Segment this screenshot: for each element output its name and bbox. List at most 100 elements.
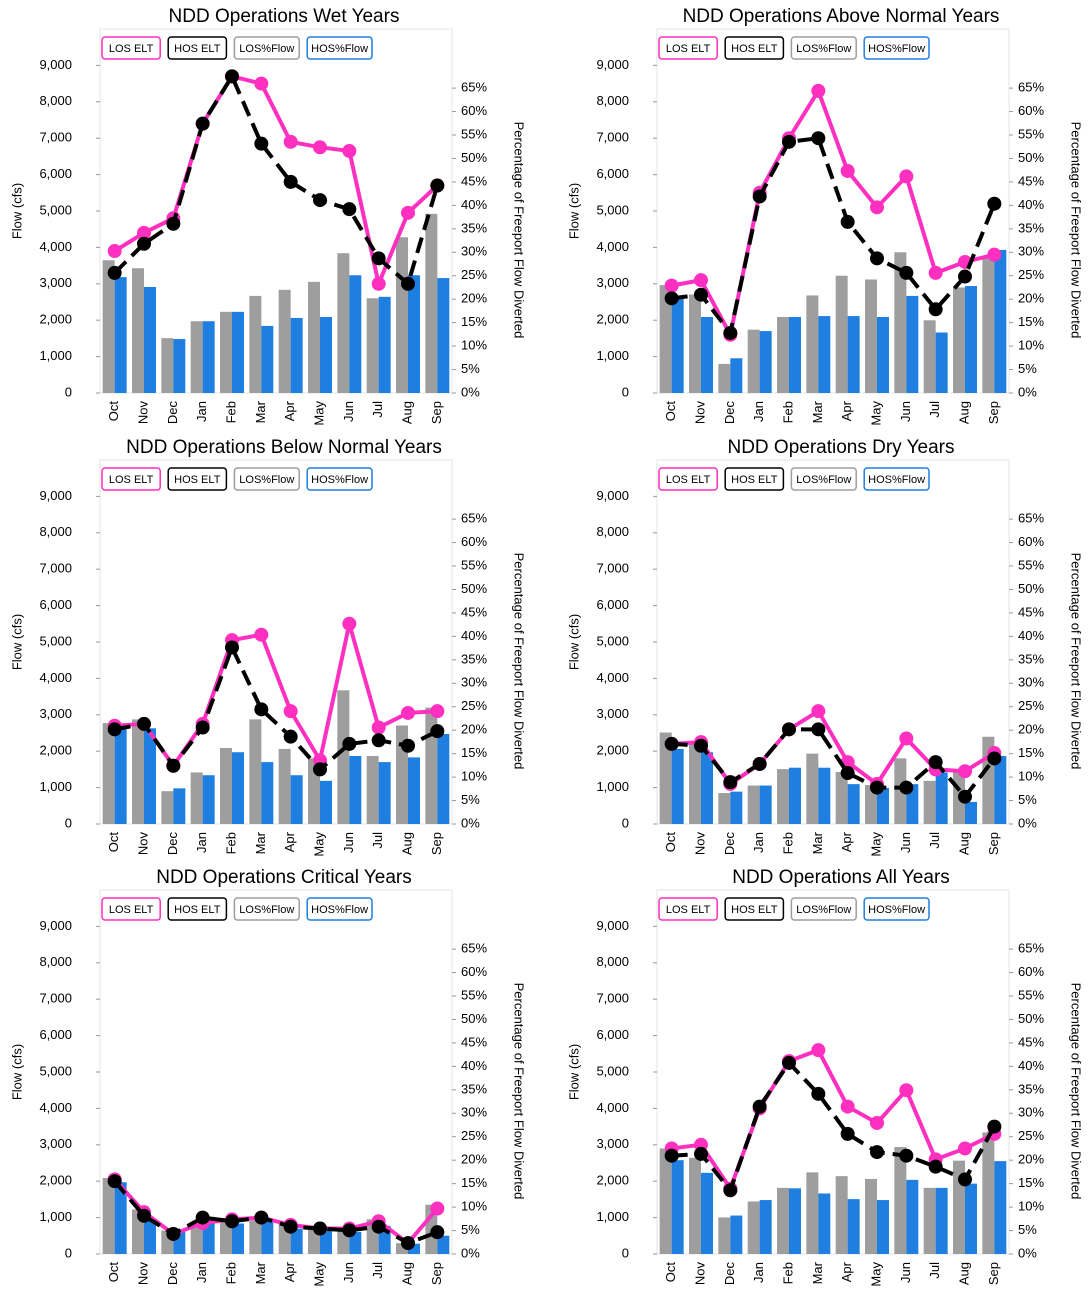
legend-box xyxy=(724,897,785,921)
x-tick-label: Jun xyxy=(341,401,356,422)
y-tick-label: 3,000 xyxy=(39,1136,72,1151)
point xyxy=(723,775,738,790)
y-tick-label: 1,000 xyxy=(596,1209,629,1224)
legend-item: HOS ELT xyxy=(167,36,228,60)
bar xyxy=(730,1215,743,1254)
legend-item: LOS ELT xyxy=(658,467,718,491)
bar xyxy=(220,311,232,393)
x-tick-label: Jan xyxy=(194,401,209,422)
point xyxy=(811,131,826,146)
y2-tick-label: 65% xyxy=(1018,941,1044,956)
legend-item: HOS ELT xyxy=(724,897,785,921)
y-tick-label: 8,000 xyxy=(39,524,72,539)
x-tick-label: Apr xyxy=(282,831,297,852)
bar xyxy=(378,762,391,824)
y-tick-label: 0 xyxy=(65,1245,72,1260)
panel: NDD Operations Dry Years Flow (cfs) Percen… xyxy=(566,437,1083,857)
bar xyxy=(161,338,174,393)
bar xyxy=(689,744,701,824)
x-tick-label: Oct xyxy=(663,401,678,422)
y-tick-label: 4,000 xyxy=(596,1100,629,1115)
point xyxy=(225,1214,239,1229)
bar xyxy=(396,1243,408,1254)
bar xyxy=(114,725,127,824)
y-tick-label: 2,000 xyxy=(596,743,629,758)
panel: NDD Operations Wet Years Flow (cfs) Percen… xyxy=(9,6,526,426)
y2-tick-label: 50% xyxy=(1018,150,1044,165)
point xyxy=(811,1043,826,1058)
point xyxy=(225,69,239,84)
y-tick-label: 0 xyxy=(622,1245,629,1260)
y2-tick-label: 60% xyxy=(461,964,487,979)
x-tick-label: Feb xyxy=(223,401,238,423)
legend-box xyxy=(167,36,228,60)
point xyxy=(401,276,415,291)
legend-label: HOS%Flow xyxy=(311,474,368,486)
bar xyxy=(906,784,919,824)
point xyxy=(782,134,796,149)
point xyxy=(928,265,943,280)
y-tick-label: 9,000 xyxy=(596,488,629,503)
x-tick-label: Jul xyxy=(927,1262,942,1279)
bar xyxy=(982,1132,995,1254)
bar xyxy=(701,317,713,393)
y-tick-label: 8,000 xyxy=(39,954,72,969)
legend-item: HOS ELT xyxy=(167,467,228,491)
legend-box xyxy=(306,36,373,60)
y-tick-label: 7,000 xyxy=(39,130,72,145)
y2-tick-label: 20% xyxy=(1018,722,1044,737)
legend-label: LOS ELT xyxy=(109,904,154,916)
y-tick-label: 6,000 xyxy=(596,1027,629,1042)
x-tick-label: Oct xyxy=(106,832,121,853)
y-tick-label: 7,000 xyxy=(39,561,72,576)
bar xyxy=(923,1187,936,1254)
bar xyxy=(396,237,408,393)
point xyxy=(840,214,855,229)
y2-tick-label: 60% xyxy=(1018,534,1044,549)
x-tick-label: Dec xyxy=(722,832,737,856)
y-tick-label: 4,000 xyxy=(39,239,72,254)
legend-label: LOS ELT xyxy=(666,904,711,916)
y-tick-label: 9,000 xyxy=(39,57,72,72)
y2-tick-label: 40% xyxy=(1018,1058,1044,1073)
y2-tick-label: 35% xyxy=(461,1081,487,1096)
point xyxy=(371,720,386,735)
legend-item: HOS%Flow xyxy=(306,897,373,921)
bar xyxy=(366,298,379,393)
bar xyxy=(806,1172,819,1254)
y-axis-label: Flow (cfs) xyxy=(566,614,581,670)
bar xyxy=(789,1188,801,1254)
bar xyxy=(261,1221,274,1254)
point xyxy=(958,789,972,804)
point xyxy=(107,265,122,280)
point xyxy=(107,244,122,259)
legend-box xyxy=(790,897,857,921)
y2-tick-label: 15% xyxy=(1018,1175,1044,1190)
bar xyxy=(437,733,450,824)
bar xyxy=(378,296,391,393)
point xyxy=(664,291,679,306)
point xyxy=(371,733,386,748)
point xyxy=(958,764,972,779)
legend-label: HOS ELT xyxy=(174,904,221,916)
point xyxy=(928,302,943,317)
y2-tick-label: 25% xyxy=(461,1128,487,1143)
x-tick-label: Apr xyxy=(839,400,854,421)
legend-label: LOS%Flow xyxy=(796,904,851,916)
bar xyxy=(935,1187,948,1254)
bar xyxy=(659,732,672,824)
bar xyxy=(144,1218,156,1254)
y2-tick-label: 0% xyxy=(461,1245,480,1260)
legend-item: LOS ELT xyxy=(101,36,161,60)
y2-tick-label: 25% xyxy=(1018,267,1044,282)
bar xyxy=(759,1200,772,1254)
y-tick-label: 4,000 xyxy=(39,670,72,685)
x-tick-label: Mar xyxy=(810,831,825,854)
y2-tick-label: 5% xyxy=(461,361,480,376)
y2-axis-label: Percentage of Freeport Flow Diverted xyxy=(1069,122,1084,339)
legend-item: HOS ELT xyxy=(724,36,785,60)
bar xyxy=(701,1172,713,1254)
x-tick-label: Sep xyxy=(986,832,1001,855)
bar xyxy=(777,1187,789,1254)
y-tick-label: 1,000 xyxy=(39,779,72,794)
